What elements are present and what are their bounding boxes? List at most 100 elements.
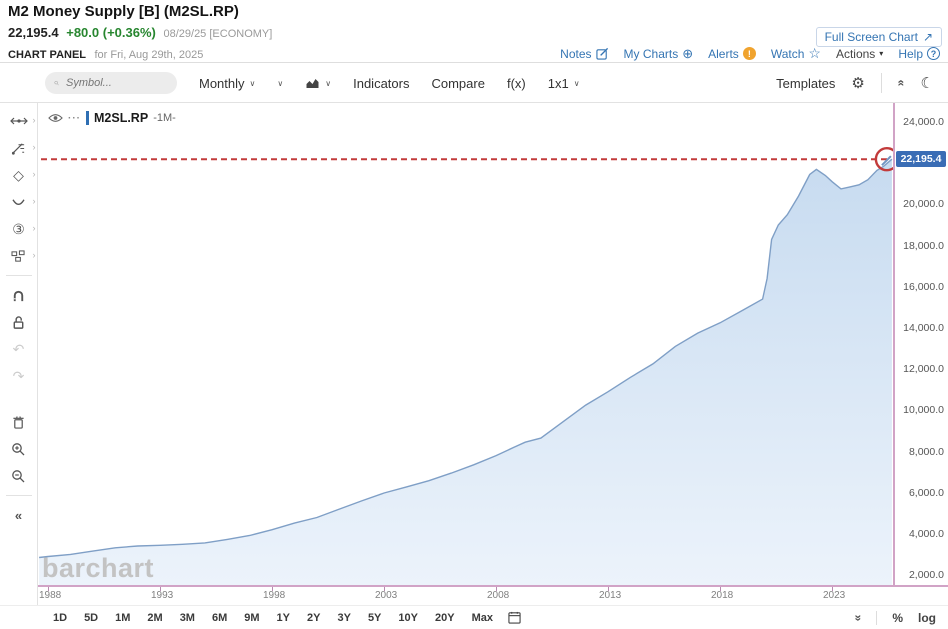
chart-plot-area[interactable]: ··· M2SL.RP -1M- barchart — [38, 103, 900, 585]
symbol-search-input[interactable] — [64, 76, 168, 90]
help-question-icon: ? — [927, 47, 940, 60]
legend-menu-dots-icon[interactable]: ··· — [68, 112, 81, 124]
alerts-label: Alerts — [708, 46, 739, 61]
grid-layout-label: 1x1 — [547, 75, 569, 91]
y-axis[interactable]: 22,195.4 24,000.0 20,000.0 18,000.0 16,000.… — [895, 103, 948, 585]
x-axis-tick — [384, 587, 386, 591]
lock-drawings-button[interactable] — [4, 312, 34, 332]
y-axis-label: 4,000.0 — [908, 527, 944, 540]
series-color-bar — [86, 111, 89, 125]
bottom-toolbar: 1D 5D 1M 2M 3M 6M 9M 1Y 2Y 3Y 5Y 10Y 20Y Max » % log — [0, 605, 948, 629]
dark-mode-moon-icon[interactable]: ☾ — [920, 74, 934, 92]
templates-label: Templates — [776, 75, 836, 91]
delete-drawings-button[interactable] — [4, 412, 34, 432]
chevron-double-down-icon[interactable]: » — [850, 614, 865, 621]
range-button-5d[interactable]: 5D — [84, 611, 99, 624]
patterns-tool-button[interactable]: › — [4, 246, 36, 266]
zoom-in-button[interactable] — [4, 439, 34, 459]
calendar-icon[interactable] — [508, 611, 521, 624]
chart-type-dropdown[interactable]: ∨ — [305, 77, 331, 89]
range-button-max[interactable]: Max — [471, 611, 493, 624]
x-axis-label: 2013 — [598, 590, 622, 601]
full-screen-chart-button[interactable]: Full Screen Chart ↗ — [815, 27, 942, 47]
fx-button[interactable]: f(x) — [507, 76, 526, 91]
x-axis[interactable]: 1988 1993 1998 2003 2008 2013 2018 2023 — [38, 585, 948, 605]
magnet-tool-button[interactable] — [4, 285, 34, 305]
watch-link[interactable]: Watch ☆ — [771, 45, 821, 62]
aggregation-dropdown[interactable]: ∨ — [277, 79, 283, 88]
undo-button[interactable]: ↶ — [4, 339, 34, 359]
quote-date: 08/29/25 [ECONOMY] — [163, 28, 273, 40]
shapes-tool-button[interactable]: ◇ › — [4, 165, 36, 185]
curves-tool-button[interactable]: › — [4, 192, 36, 212]
range-button-2y[interactable]: 2Y — [307, 611, 321, 624]
waves-tool-button[interactable]: ③ › — [4, 219, 35, 239]
draw-lines-tool-button[interactable]: › — [4, 138, 36, 158]
compare-button[interactable]: Compare — [431, 76, 484, 91]
chart-panel-bar: CHART PANEL for Fri, Aug 29th, 2025 Note… — [0, 45, 948, 63]
submenu-chevron-icon: › — [32, 169, 36, 179]
log-scale-button[interactable]: log — [918, 610, 936, 625]
help-link[interactable]: Help ? — [898, 47, 940, 61]
sidebar-divider — [5, 495, 32, 496]
x-axis-tick — [48, 587, 50, 591]
fx-label: f(x) — [506, 75, 526, 91]
percent-scale-button[interactable]: % — [892, 610, 903, 625]
range-button-10y[interactable]: 10Y — [398, 611, 418, 624]
symbol-search[interactable] — [45, 72, 177, 94]
chevron-double-left-icon: « — [14, 507, 23, 523]
collapse-panel-icon[interactable]: « — [894, 79, 909, 87]
chart-panel-label: CHART PANEL — [8, 48, 87, 61]
legend-period: -1M- — [153, 112, 176, 124]
x-axis-tick — [720, 587, 722, 591]
visibility-eye-icon[interactable] — [48, 113, 63, 123]
range-button-6m[interactable]: 6M — [211, 611, 228, 624]
range-button-3y[interactable]: 3Y — [337, 611, 351, 624]
collapse-sidebar-button[interactable]: « — [4, 505, 34, 525]
range-button-3m[interactable]: 3M — [179, 611, 195, 624]
submenu-chevron-icon: › — [32, 115, 36, 125]
range-button-1m[interactable]: 1M — [115, 611, 131, 624]
range-button-5y[interactable]: 5Y — [367, 611, 382, 624]
crosshair-icon — [9, 117, 28, 125]
unlocked-padlock-icon — [13, 315, 24, 329]
range-button-1y[interactable]: 1Y — [276, 611, 290, 624]
star-icon: ☆ — [808, 45, 821, 61]
redo-button[interactable]: ↷ — [4, 366, 34, 386]
settings-gear-icon[interactable]: ⚙ — [851, 74, 865, 92]
range-button-9m[interactable]: 9M — [244, 611, 260, 624]
range-button-1d[interactable]: 1D — [53, 611, 68, 624]
area-chart-icon — [306, 79, 319, 88]
grid-layout-dropdown[interactable]: 1x1 ∨ — [548, 76, 580, 91]
actions-dropdown[interactable]: Actions ▾ — [836, 47, 883, 61]
range-button-2m[interactable]: 2M — [147, 611, 163, 624]
y-axis-label: 14,000.0 — [903, 321, 944, 334]
my-charts-link[interactable]: My Charts ⊕ — [624, 46, 694, 62]
x-axis-tick — [832, 587, 834, 591]
pattern-blocks-icon — [11, 249, 25, 262]
chevron-down-icon: ∨ — [277, 78, 284, 88]
y-axis-label: 10,000.0 — [903, 404, 944, 417]
zoom-out-button[interactable] — [4, 466, 34, 486]
price-axis-line — [893, 103, 895, 585]
submenu-chevron-icon: › — [32, 250, 36, 260]
circled-three-icon: ③ — [12, 221, 25, 237]
indicators-button[interactable]: Indicators — [353, 76, 409, 91]
panel-bar-left: CHART PANEL for Fri, Aug 29th, 2025 — [8, 45, 203, 63]
range-button-20y[interactable]: 20Y — [434, 611, 455, 624]
watch-label: Watch — [770, 46, 805, 61]
y-axis-label: 20,000.0 — [903, 198, 944, 211]
crosshair-tool-button[interactable]: › — [4, 111, 36, 131]
alerts-link[interactable]: Alerts ! — [708, 47, 756, 61]
period-dropdown[interactable]: Monthly ∨ — [199, 76, 255, 91]
notes-link[interactable]: Notes — [560, 47, 608, 61]
quote-row: 22,195.4 +80.0 (+0.36%) 08/29/25 [ECONOM… — [8, 25, 272, 40]
circle-plus-icon: ⊕ — [682, 45, 694, 61]
x-axis-label: 2023 — [822, 590, 846, 601]
x-axis-label: 2008 — [486, 590, 510, 601]
trendline-list-icon — [11, 142, 25, 155]
note-pencil-icon — [595, 47, 608, 60]
period-label: Monthly — [199, 75, 245, 91]
templates-button[interactable]: Templates — [776, 76, 835, 91]
search-icon — [54, 80, 59, 86]
